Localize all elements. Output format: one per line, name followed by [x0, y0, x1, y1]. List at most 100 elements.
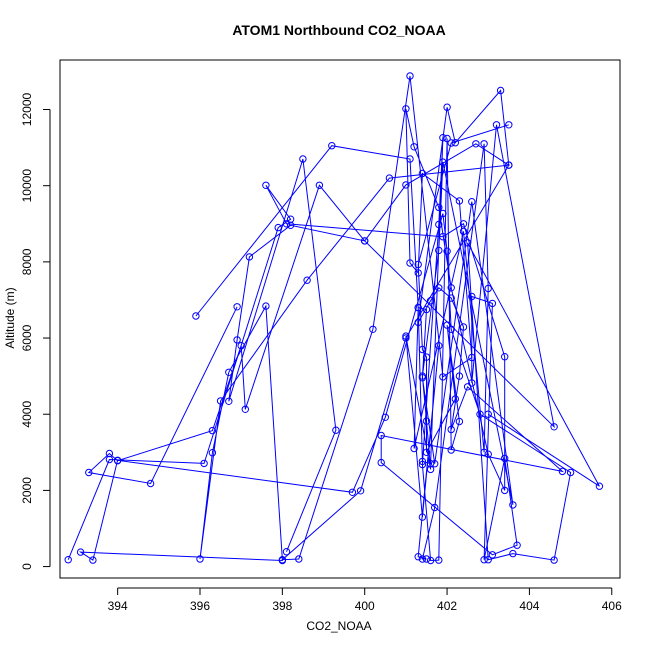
data-point — [381, 413, 389, 421]
axis-layer: 394 396 398 400 402 404 406 0 2000 4000 6000 8000 10… — [20, 93, 622, 613]
y-tick-label: 6000 — [20, 324, 34, 351]
data-point — [315, 181, 324, 190]
series-layer — [64, 72, 604, 565]
data-point — [192, 312, 200, 320]
data-point — [509, 501, 517, 509]
x-tick-label: 398 — [272, 599, 292, 613]
data-point — [488, 551, 497, 559]
data-point — [426, 465, 435, 474]
data-point — [447, 139, 455, 147]
data-point — [274, 223, 282, 232]
data-point — [233, 336, 241, 344]
data-point — [105, 455, 114, 464]
x-tick-label: 396 — [190, 599, 210, 613]
data-point — [480, 140, 488, 148]
data-point — [237, 342, 245, 350]
data-point — [418, 513, 427, 521]
data-point — [435, 246, 443, 255]
data-point — [233, 303, 241, 311]
data-point — [418, 457, 427, 466]
y-axis-label: Altitude (m) — [3, 287, 17, 348]
data-point — [496, 86, 505, 95]
data-point — [558, 467, 567, 476]
x-tick-label: 400 — [355, 599, 375, 613]
data-point — [385, 174, 394, 182]
data-point — [472, 140, 480, 148]
x-tick-label: 402 — [437, 599, 457, 613]
data-point — [455, 197, 464, 205]
data-point — [406, 72, 414, 80]
data-point — [447, 294, 455, 302]
data-point — [377, 431, 385, 440]
data-point — [439, 373, 447, 381]
y-tick-label: 8000 — [20, 248, 34, 275]
data-point — [410, 143, 418, 151]
data-point — [501, 353, 509, 361]
y-tick-label: 4000 — [20, 401, 34, 428]
data-point — [484, 556, 492, 564]
data-point — [369, 325, 377, 333]
x-tick-label: 394 — [108, 599, 128, 613]
data-point — [459, 227, 468, 236]
data-point — [468, 292, 476, 301]
data-point — [295, 555, 303, 563]
x-tick-label: 404 — [519, 599, 539, 613]
data-point — [422, 417, 431, 425]
y-tick-label: 10000 — [20, 169, 34, 203]
data-point — [356, 487, 365, 495]
data-point — [459, 220, 468, 228]
data-point — [262, 181, 270, 190]
chart-title: ATOM1 Northbound CO2_NOAA — [232, 22, 445, 38]
x-axis-label: CO2_NOAA — [306, 619, 371, 633]
data-point — [447, 425, 455, 434]
data-point — [216, 397, 225, 405]
data-point — [455, 372, 464, 380]
data-point — [484, 450, 492, 458]
data-point — [282, 220, 291, 228]
data-point — [414, 269, 422, 277]
data-point — [418, 169, 427, 178]
data-point — [422, 353, 431, 361]
data-point — [406, 259, 414, 267]
data-point — [418, 372, 427, 380]
data-point — [225, 368, 233, 376]
data-point — [64, 556, 72, 564]
data-point — [418, 460, 427, 469]
y-tick-label: 0 — [20, 563, 34, 570]
data-point — [426, 556, 435, 565]
series-line-3 — [67, 75, 600, 562]
data-point — [435, 556, 443, 564]
data-point — [328, 142, 336, 150]
data-point — [505, 161, 513, 169]
data-point — [426, 297, 435, 305]
data-point — [402, 181, 410, 189]
y-tick-label: 2000 — [20, 477, 34, 504]
data-point — [431, 503, 439, 512]
data-point — [241, 405, 250, 413]
data-point — [505, 121, 513, 129]
data-point — [418, 345, 427, 354]
data-point — [439, 209, 447, 218]
data-point — [488, 299, 497, 308]
data-point — [332, 426, 340, 434]
data-point — [422, 448, 431, 456]
data-point — [566, 468, 575, 477]
data-point — [208, 449, 217, 457]
data-point — [468, 198, 476, 206]
data-point — [402, 334, 410, 342]
data-point — [196, 555, 204, 563]
data-point — [476, 410, 484, 418]
data-point — [245, 253, 254, 261]
data-point — [595, 482, 604, 490]
data-point — [463, 239, 472, 247]
data-point — [146, 479, 155, 488]
data-point — [447, 325, 455, 333]
data-point — [550, 556, 558, 564]
data-point — [509, 549, 517, 558]
data-point — [208, 426, 217, 435]
series-line-1 — [195, 124, 514, 562]
data-point — [348, 488, 357, 496]
data-point — [443, 103, 451, 111]
data-point — [422, 555, 431, 563]
